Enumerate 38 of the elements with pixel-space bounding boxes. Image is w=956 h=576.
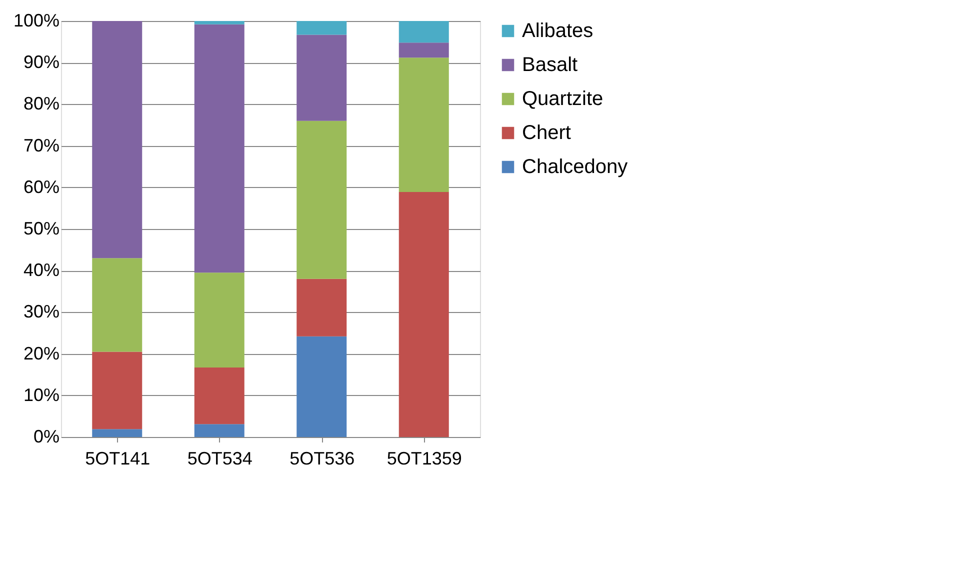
bar — [92, 258, 142, 352]
bar — [398, 192, 449, 437]
legend-label: Chalcedony — [522, 156, 628, 178]
x-tick-label: 5OT1359 — [386, 448, 462, 468]
x-tick-label: 5OT536 — [290, 448, 355, 468]
bar — [194, 272, 244, 368]
y-tick-label: 90% — [23, 52, 60, 72]
x-tick-label: 5OT141 — [85, 448, 150, 468]
legend-label: Chert — [522, 122, 572, 144]
y-tick-label: 80% — [23, 94, 60, 114]
legend-label: Quartzite — [522, 88, 604, 110]
legend-label: Basalt — [522, 54, 578, 76]
y-tick-label: 30% — [23, 302, 60, 322]
y-tick-label: 10% — [23, 384, 60, 405]
y-tick-label: 50% — [23, 218, 60, 238]
y-tick-label: 0% — [33, 426, 60, 446]
y-tick-label: 70% — [23, 135, 60, 156]
bar — [296, 336, 347, 437]
bar — [92, 21, 142, 258]
y-tick-label: 60% — [23, 176, 60, 197]
legend-label: Alibates — [522, 20, 594, 42]
bar — [398, 21, 449, 43]
bar — [194, 24, 244, 273]
bar — [194, 21, 244, 24]
x-tick-label: 5OT534 — [187, 448, 252, 468]
y-tick-label: 100% — [13, 10, 60, 30]
bar — [296, 21, 347, 35]
y-tick-label: 40% — [23, 260, 60, 280]
bar — [194, 368, 244, 424]
bar — [92, 352, 142, 430]
bar — [398, 58, 449, 192]
bar — [398, 42, 449, 58]
y-tick-label: 20% — [23, 343, 60, 364]
bar — [194, 424, 244, 437]
bar — [92, 429, 142, 437]
bar — [296, 34, 347, 121]
bar — [296, 120, 347, 279]
bar — [296, 278, 347, 336]
